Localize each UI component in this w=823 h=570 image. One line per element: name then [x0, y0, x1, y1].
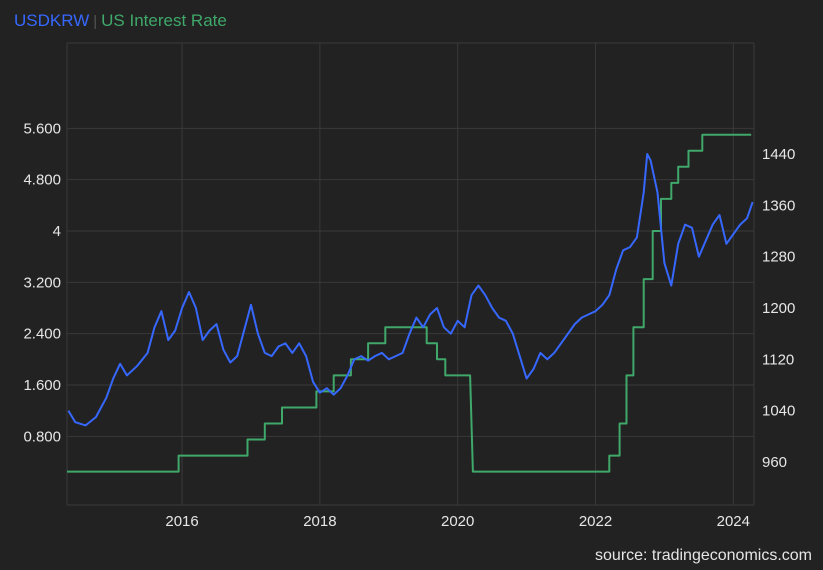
- right-tick-label: 1440: [762, 146, 795, 163]
- legend-usdkrw[interactable]: USDKRW: [14, 11, 90, 30]
- left-tick-label: 2.400: [23, 326, 61, 343]
- x-tick-label: 2022: [579, 513, 612, 530]
- legend-separator: |: [93, 13, 98, 30]
- x-tick-label: 2018: [303, 513, 336, 530]
- left-tick-label: 4.800: [23, 172, 61, 189]
- right-tick-label: 1200: [762, 300, 795, 317]
- left-tick-label: 4: [53, 223, 61, 240]
- x-tick-label: 2024: [717, 513, 750, 530]
- left-axis-ticks: 0.800 1.600 2.400 3.200 4 4.800 5.600: [23, 120, 61, 445]
- us-interest-rate-line[interactable]: [67, 133, 752, 473]
- right-tick-label: 960: [762, 454, 787, 471]
- chart-legend: USDKRW | US Interest Rate: [14, 11, 227, 31]
- right-axis-ticks: 960 1040 1120 1200 1280 1360 1440: [762, 146, 795, 471]
- right-tick-label: 1120: [762, 351, 794, 368]
- left-tick-label: 0.800: [23, 428, 61, 445]
- right-tick-label: 1280: [762, 249, 795, 266]
- x-tick-label: 2020: [441, 513, 474, 530]
- right-tick-label: 1360: [762, 197, 795, 214]
- left-tick-label: 3.200: [23, 274, 61, 291]
- x-axis-ticks: 2016 2018 2020 2022 2024: [165, 513, 750, 530]
- x-tick-label: 2016: [165, 513, 198, 530]
- left-tick-label: 1.600: [23, 377, 61, 394]
- source-credit[interactable]: source: tradingeconomics.com: [595, 547, 812, 564]
- usdkrw-line[interactable]: [67, 153, 754, 427]
- grid-lines: [66, 42, 755, 506]
- legend-us-interest-rate[interactable]: US Interest Rate: [101, 11, 227, 30]
- right-tick-label: 1040: [762, 403, 795, 420]
- series-layer: [67, 133, 754, 473]
- left-tick-label: 5.600: [23, 120, 61, 137]
